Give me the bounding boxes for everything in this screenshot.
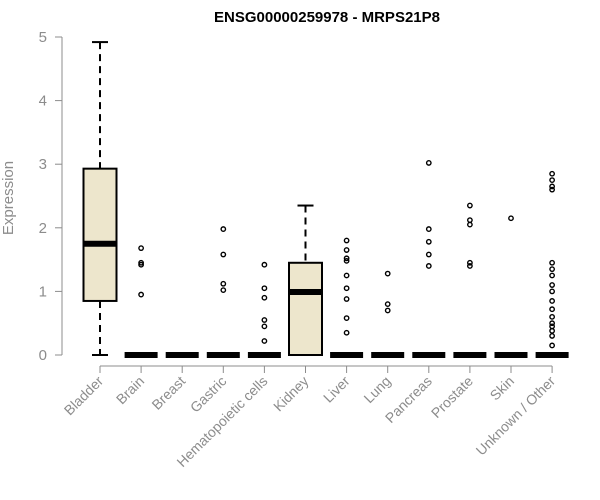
y-axis-label: Expression	[0, 161, 17, 235]
outlier-point	[138, 245, 145, 252]
outlier-point	[549, 298, 555, 304]
outlier-point	[466, 221, 473, 228]
outlier-point	[343, 315, 350, 322]
outlier-point	[549, 306, 555, 313]
outlier-point	[425, 238, 432, 245]
outlier-point	[549, 186, 555, 193]
x-tick-label: Liver	[320, 373, 353, 406]
outlier-point	[261, 261, 268, 268]
box-bladder	[82, 41, 118, 356]
outlier-point	[549, 259, 555, 266]
box-skin	[494, 215, 528, 358]
outlier-point	[384, 307, 391, 314]
outlier-point	[549, 170, 555, 177]
outlier-point	[343, 255, 350, 262]
outlier-point	[261, 338, 268, 344]
outlier-point	[425, 251, 432, 258]
outlier-point	[549, 323, 555, 330]
outlier-point	[220, 226, 227, 232]
outlier-point	[549, 313, 555, 320]
box-brain	[124, 245, 158, 358]
y-tick-label: 0	[39, 347, 47, 364]
outlier-point	[466, 217, 473, 224]
y-tick-label: 1	[39, 283, 47, 300]
outlier-point	[261, 294, 268, 301]
x-tick-label: Kidney	[270, 373, 312, 415]
outlier-point	[384, 301, 391, 308]
outlier-point	[549, 288, 555, 295]
outlier-point	[549, 272, 555, 279]
outlier-point	[549, 177, 555, 184]
outlier-point	[425, 160, 432, 166]
outlier-point	[343, 329, 350, 336]
box-pancreas	[412, 160, 446, 358]
outlier-point	[261, 317, 268, 323]
chart-title: ENSG00000259978 - MRPS21P8	[214, 9, 440, 26]
x-tick-label: Breast	[148, 373, 188, 413]
outlier-point	[343, 247, 350, 253]
x-tick-label: Prostate	[428, 373, 476, 421]
outlier-point	[466, 259, 473, 266]
box-unknown-other	[535, 170, 569, 358]
box-kidney	[288, 204, 323, 356]
outlier-point	[138, 291, 145, 298]
outlier-point	[549, 327, 555, 334]
outlier-point	[343, 296, 350, 302]
outlier-point	[343, 257, 350, 264]
box-prostate	[453, 202, 487, 358]
y-tick-label: 5	[39, 29, 47, 46]
outlier-point	[220, 287, 227, 294]
outlier-point	[261, 323, 268, 330]
outlier-point	[549, 320, 555, 327]
box-liver	[330, 237, 364, 358]
y-tick-label: 4	[39, 93, 47, 110]
outlier-point	[138, 261, 145, 268]
x-tick-label: Lung	[360, 373, 393, 406]
box-lung	[371, 270, 405, 358]
outlier-point	[261, 285, 268, 292]
outlier-point	[549, 266, 555, 273]
outlier-point	[220, 251, 227, 258]
x-tick-label: Bladder	[61, 373, 107, 419]
outlier-point	[343, 237, 350, 244]
y-tick-label: 3	[39, 156, 47, 173]
box-iqr	[288, 261, 323, 356]
outlier-point	[549, 333, 555, 339]
outlier-point	[425, 226, 432, 232]
outlier-point	[220, 280, 227, 287]
outlier-point	[549, 282, 555, 288]
outlier-point	[466, 202, 473, 209]
outlier-point	[466, 263, 473, 269]
axes: 0 1 2 3 4 5	[39, 29, 553, 373]
outlier-point	[343, 285, 350, 292]
outlier-point	[425, 263, 432, 269]
outlier-point	[549, 342, 555, 349]
x-tick-label: Skin	[487, 373, 518, 404]
outlier-point	[384, 270, 391, 277]
box-gastric	[206, 226, 240, 358]
x-tick-label: Brain	[113, 373, 147, 407]
outlier-point	[343, 272, 350, 279]
outlier-point	[508, 215, 514, 222]
outlier-point	[138, 259, 145, 266]
y-tick-label: 2	[39, 220, 47, 237]
box-hematopoietic-cells	[247, 261, 281, 358]
boxes-group	[82, 41, 569, 358]
box-iqr	[82, 167, 118, 302]
outlier-point	[549, 183, 555, 190]
